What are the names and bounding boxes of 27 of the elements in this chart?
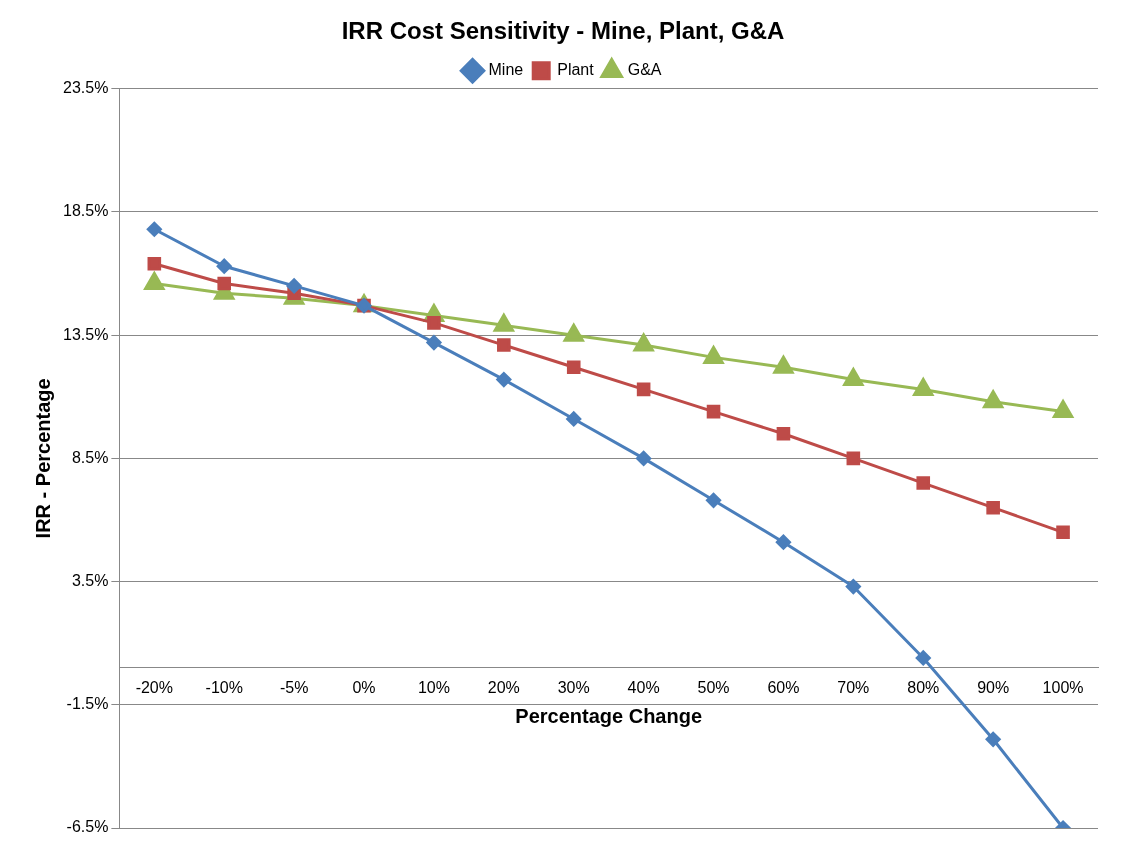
y-tick-label: 13.5%	[62, 325, 109, 343]
x-tick-label: 10%	[417, 678, 450, 696]
y-tick-label: 8.5%	[71, 448, 109, 466]
legend-label: Plant	[557, 61, 595, 79]
x-tick-label: 20%	[487, 678, 520, 696]
legend-label: G&A	[627, 61, 662, 79]
x-tick-label: 90%	[977, 678, 1010, 696]
x-tick-label: 60%	[767, 678, 800, 696]
chart-title: IRR Cost Sensitivity - Mine, Plant, G&A	[341, 17, 785, 45]
x-tick-label: 30%	[557, 678, 590, 696]
y-axis-title: IRR - Percentage	[31, 378, 54, 539]
x-axis-title: Percentage Change	[515, 704, 703, 727]
x-tick-label: 80%	[907, 678, 940, 696]
x-tick-label: 50%	[697, 678, 730, 696]
legend-label: Mine	[488, 61, 524, 79]
x-tick-label: -10%	[205, 678, 243, 696]
y-tick-label: -6.5%	[66, 818, 109, 836]
x-tick-label: 100%	[1042, 678, 1084, 696]
x-tick-label: 70%	[837, 678, 870, 696]
y-tick-label: 23.5%	[62, 79, 109, 97]
x-tick-label: 0%	[352, 678, 376, 696]
x-tick-label: -20%	[135, 678, 173, 696]
y-tick-label: 3.5%	[71, 572, 109, 590]
x-tick-label: -5%	[279, 678, 309, 696]
y-tick-label: -1.5%	[66, 695, 109, 713]
x-tick-label: 40%	[627, 678, 660, 696]
y-tick-label: 18.5%	[62, 202, 109, 220]
